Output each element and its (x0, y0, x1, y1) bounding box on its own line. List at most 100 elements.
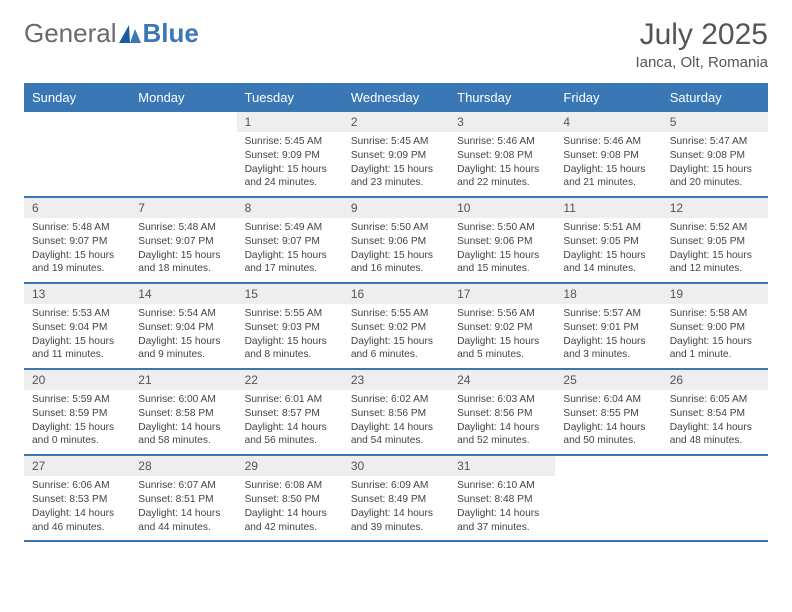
sunrise-line: Sunrise: 5:49 AM (245, 221, 335, 235)
day-number-row: 13141516171819 (24, 283, 768, 304)
day-detail-cell: Sunrise: 5:56 AMSunset: 9:02 PMDaylight:… (449, 304, 555, 369)
day-detail-cell: Sunrise: 5:48 AMSunset: 9:07 PMDaylight:… (130, 218, 236, 283)
day-number-cell: 6 (24, 197, 130, 218)
day-detail-cell: Sunrise: 5:57 AMSunset: 9:01 PMDaylight:… (555, 304, 661, 369)
weekday-header-row: Sunday Monday Tuesday Wednesday Thursday… (24, 84, 768, 111)
day-number-cell: 1 (237, 111, 343, 132)
day-number-row: 2728293031 (24, 455, 768, 476)
sunset-line: Sunset: 8:58 PM (138, 407, 228, 421)
logo: General Blue (24, 18, 199, 49)
sunrise-line: Sunrise: 5:48 AM (32, 221, 122, 235)
day-detail-cell: Sunrise: 6:04 AMSunset: 8:55 PMDaylight:… (555, 390, 661, 455)
day-detail-cell: Sunrise: 5:49 AMSunset: 9:07 PMDaylight:… (237, 218, 343, 283)
daylight-line: Daylight: 15 hours and 18 minutes. (138, 249, 228, 277)
daylight-line: Daylight: 15 hours and 21 minutes. (563, 163, 653, 191)
weekday-header: Saturday (662, 84, 768, 111)
day-number-cell: 9 (343, 197, 449, 218)
day-number-cell: 28 (130, 455, 236, 476)
weekday-header: Thursday (449, 84, 555, 111)
sunset-line: Sunset: 9:09 PM (351, 149, 441, 163)
day-detail-cell: Sunrise: 5:52 AMSunset: 9:05 PMDaylight:… (662, 218, 768, 283)
day-number-row: 20212223242526 (24, 369, 768, 390)
day-number-cell: 17 (449, 283, 555, 304)
sunrise-line: Sunrise: 5:55 AM (351, 307, 441, 321)
daylight-line: Daylight: 15 hours and 0 minutes. (32, 421, 122, 449)
sunset-line: Sunset: 9:07 PM (245, 235, 335, 249)
day-detail-cell: Sunrise: 5:50 AMSunset: 9:06 PMDaylight:… (343, 218, 449, 283)
sunrise-line: Sunrise: 5:45 AM (351, 135, 441, 149)
sunrise-line: Sunrise: 5:46 AM (457, 135, 547, 149)
day-detail-cell: Sunrise: 6:01 AMSunset: 8:57 PMDaylight:… (237, 390, 343, 455)
weekday-header: Wednesday (343, 84, 449, 111)
daylight-line: Daylight: 14 hours and 48 minutes. (670, 421, 760, 449)
day-number-cell: 22 (237, 369, 343, 390)
sunrise-line: Sunrise: 5:58 AM (670, 307, 760, 321)
day-detail-cell (555, 476, 661, 541)
day-detail-cell: Sunrise: 6:05 AMSunset: 8:54 PMDaylight:… (662, 390, 768, 455)
sunset-line: Sunset: 8:56 PM (351, 407, 441, 421)
sunset-line: Sunset: 9:01 PM (563, 321, 653, 335)
sunset-line: Sunset: 9:08 PM (457, 149, 547, 163)
sunset-line: Sunset: 9:07 PM (138, 235, 228, 249)
day-detail-cell: Sunrise: 5:48 AMSunset: 9:07 PMDaylight:… (24, 218, 130, 283)
day-detail-cell: Sunrise: 6:07 AMSunset: 8:51 PMDaylight:… (130, 476, 236, 541)
daylight-line: Daylight: 14 hours and 56 minutes. (245, 421, 335, 449)
sunrise-line: Sunrise: 5:45 AM (245, 135, 335, 149)
day-number-cell: 23 (343, 369, 449, 390)
day-detail-cell: Sunrise: 5:50 AMSunset: 9:06 PMDaylight:… (449, 218, 555, 283)
day-detail-cell: Sunrise: 6:02 AMSunset: 8:56 PMDaylight:… (343, 390, 449, 455)
sunset-line: Sunset: 9:05 PM (563, 235, 653, 249)
daylight-line: Daylight: 14 hours and 44 minutes. (138, 507, 228, 535)
sunset-line: Sunset: 8:56 PM (457, 407, 547, 421)
daylight-line: Daylight: 14 hours and 46 minutes. (32, 507, 122, 535)
title-block: July 2025 Ianca, Olt, Romania (635, 18, 768, 71)
sunset-line: Sunset: 8:54 PM (670, 407, 760, 421)
sunset-line: Sunset: 9:06 PM (457, 235, 547, 249)
day-detail-cell: Sunrise: 6:08 AMSunset: 8:50 PMDaylight:… (237, 476, 343, 541)
sunset-line: Sunset: 9:04 PM (138, 321, 228, 335)
daylight-line: Daylight: 15 hours and 22 minutes. (457, 163, 547, 191)
sunset-line: Sunset: 8:51 PM (138, 493, 228, 507)
day-number-cell: 2 (343, 111, 449, 132)
day-detail-cell: Sunrise: 6:00 AMSunset: 8:58 PMDaylight:… (130, 390, 236, 455)
sunset-line: Sunset: 8:57 PM (245, 407, 335, 421)
sunrise-line: Sunrise: 5:57 AM (563, 307, 653, 321)
daylight-line: Daylight: 15 hours and 9 minutes. (138, 335, 228, 363)
sunrise-line: Sunrise: 6:08 AM (245, 479, 335, 493)
sunrise-line: Sunrise: 5:50 AM (351, 221, 441, 235)
logo-text-general: General (24, 18, 117, 49)
daylight-line: Daylight: 14 hours and 50 minutes. (563, 421, 653, 449)
calendar-body: 12345Sunrise: 5:45 AMSunset: 9:09 PMDayl… (24, 111, 768, 541)
sunrise-line: Sunrise: 6:00 AM (138, 393, 228, 407)
sunset-line: Sunset: 8:55 PM (563, 407, 653, 421)
day-detail-cell: Sunrise: 5:45 AMSunset: 9:09 PMDaylight:… (237, 132, 343, 197)
day-detail-cell: Sunrise: 6:03 AMSunset: 8:56 PMDaylight:… (449, 390, 555, 455)
daylight-line: Daylight: 15 hours and 17 minutes. (245, 249, 335, 277)
page-title: July 2025 (635, 18, 768, 52)
day-number-row: 6789101112 (24, 197, 768, 218)
sunset-line: Sunset: 9:08 PM (670, 149, 760, 163)
sunrise-line: Sunrise: 6:04 AM (563, 393, 653, 407)
day-detail-cell: Sunrise: 6:09 AMSunset: 8:49 PMDaylight:… (343, 476, 449, 541)
daylight-line: Daylight: 14 hours and 52 minutes. (457, 421, 547, 449)
sunset-line: Sunset: 9:04 PM (32, 321, 122, 335)
day-detail-row: Sunrise: 5:59 AMSunset: 8:59 PMDaylight:… (24, 390, 768, 455)
day-detail-row: Sunrise: 5:45 AMSunset: 9:09 PMDaylight:… (24, 132, 768, 197)
day-number-cell: 11 (555, 197, 661, 218)
sunrise-line: Sunrise: 5:52 AM (670, 221, 760, 235)
daylight-line: Daylight: 15 hours and 20 minutes. (670, 163, 760, 191)
day-detail-row: Sunrise: 5:48 AMSunset: 9:07 PMDaylight:… (24, 218, 768, 283)
day-number-cell: 16 (343, 283, 449, 304)
daylight-line: Daylight: 15 hours and 24 minutes. (245, 163, 335, 191)
sunset-line: Sunset: 9:06 PM (351, 235, 441, 249)
day-detail-row: Sunrise: 6:06 AMSunset: 8:53 PMDaylight:… (24, 476, 768, 541)
sunrise-line: Sunrise: 5:53 AM (32, 307, 122, 321)
day-number-cell: 7 (130, 197, 236, 218)
daylight-line: Daylight: 15 hours and 23 minutes. (351, 163, 441, 191)
logo-text-blue: Blue (143, 18, 199, 49)
daylight-line: Daylight: 15 hours and 3 minutes. (563, 335, 653, 363)
day-detail-cell: Sunrise: 5:46 AMSunset: 9:08 PMDaylight:… (449, 132, 555, 197)
sunrise-line: Sunrise: 5:51 AM (563, 221, 653, 235)
weekday-header: Sunday (24, 84, 130, 111)
sunrise-line: Sunrise: 6:01 AM (245, 393, 335, 407)
